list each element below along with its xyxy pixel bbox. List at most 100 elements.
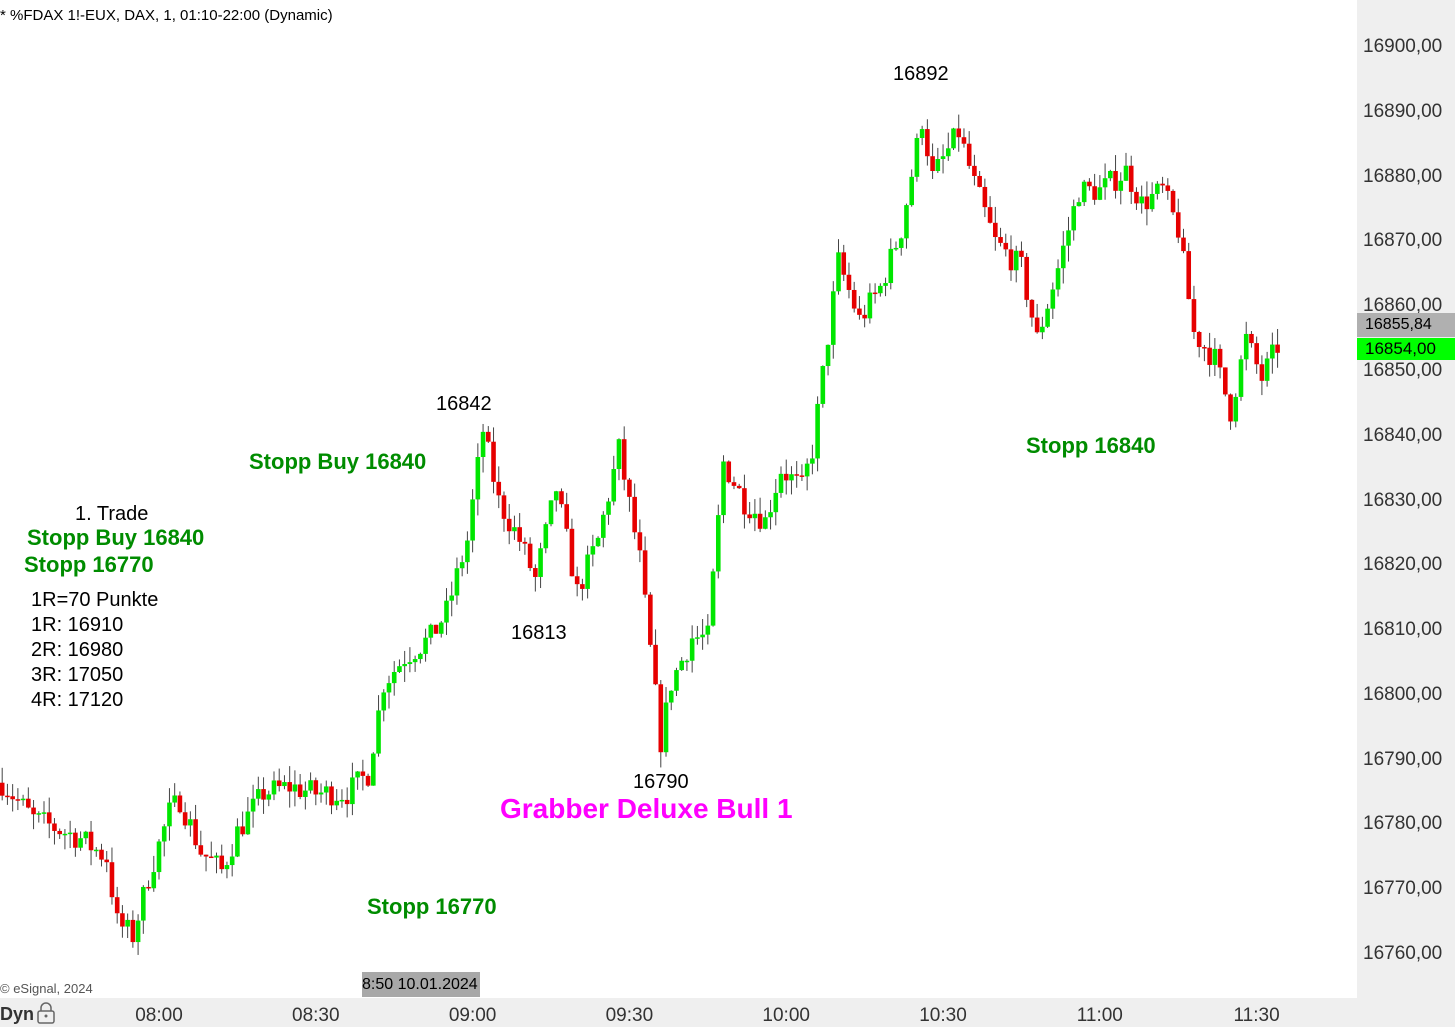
candle-body bbox=[323, 786, 329, 793]
candle-body bbox=[972, 165, 977, 176]
candle-body bbox=[956, 128, 962, 138]
candle-body bbox=[522, 541, 528, 544]
lock-icon[interactable] bbox=[36, 1002, 56, 1024]
r-line: 3R: 17050 bbox=[31, 664, 124, 686]
candle-body bbox=[318, 792, 324, 795]
candle-body bbox=[966, 143, 972, 166]
candle-body bbox=[1175, 212, 1181, 238]
candle-body bbox=[794, 474, 799, 476]
x-tick-label: 11:30 bbox=[1233, 1005, 1280, 1026]
y-tick-label: 16760,00 bbox=[1363, 943, 1443, 965]
candle-body bbox=[1275, 344, 1280, 353]
label-high-16892: 16892 bbox=[893, 63, 949, 85]
candle-body bbox=[731, 482, 737, 486]
candle-body bbox=[1102, 178, 1108, 188]
candle-body bbox=[130, 919, 136, 943]
candle-body bbox=[67, 832, 73, 835]
candle-body bbox=[1060, 245, 1066, 269]
stopp-right-label: Stopp 16840 bbox=[1026, 433, 1156, 458]
candle-body bbox=[480, 431, 486, 458]
candle-body bbox=[365, 775, 371, 786]
candle-body bbox=[93, 849, 99, 852]
time-axis[interactable]: 08:00 08:30 09:00 09:30 10:00 10:30 11:00 11:30… bbox=[0, 998, 1357, 1027]
candle-body bbox=[214, 855, 219, 858]
candle-body bbox=[1212, 348, 1218, 365]
candle-body bbox=[62, 833, 68, 836]
candle-body bbox=[935, 158, 941, 171]
candle-body bbox=[1207, 347, 1212, 365]
candle-body bbox=[52, 823, 57, 831]
candle-body bbox=[83, 831, 89, 839]
candle-body bbox=[1264, 358, 1270, 381]
stopp-bottom-label: Stopp 16770 bbox=[367, 894, 497, 919]
candle-body bbox=[904, 205, 909, 239]
candle-body bbox=[679, 660, 684, 671]
y-tick-label: 16900,00 bbox=[1363, 36, 1443, 57]
candle-body bbox=[1029, 299, 1035, 318]
candle-body bbox=[198, 845, 204, 855]
candlestick-series bbox=[0, 114, 1280, 955]
chart-plot-area[interactable]: * %FDAX 1!-EUX, DAX, 1, 01:10-22:00 (Dyn… bbox=[0, 0, 1357, 998]
price-axis[interactable]: 16900,00 16890,00 16880,00 16870,00 16860,00… bbox=[1357, 0, 1455, 1027]
candle-body bbox=[580, 584, 585, 589]
candle-body bbox=[517, 527, 522, 542]
candle-body bbox=[1034, 317, 1040, 333]
candle-body bbox=[825, 344, 831, 367]
candle-body bbox=[287, 782, 292, 792]
candle-body bbox=[339, 799, 345, 802]
candle-body bbox=[104, 859, 110, 863]
candle-body bbox=[872, 292, 878, 295]
x-tick-label: 10:00 bbox=[762, 1005, 810, 1026]
candle-body bbox=[621, 439, 627, 480]
candle-body bbox=[57, 830, 62, 835]
candle-body bbox=[763, 517, 768, 529]
candle-body bbox=[512, 527, 517, 532]
candle-body bbox=[1019, 250, 1024, 257]
candle-body bbox=[851, 289, 857, 309]
r-line: 2R: 16980 bbox=[31, 639, 124, 661]
candle-body bbox=[1223, 367, 1228, 395]
r-line: 4R: 17120 bbox=[31, 689, 124, 711]
y-tick-label: 16850,00 bbox=[1363, 359, 1443, 381]
candle-body bbox=[31, 807, 36, 815]
y-tick-label: 16830,00 bbox=[1363, 489, 1443, 511]
candle-body bbox=[653, 644, 658, 685]
candle-body bbox=[350, 777, 355, 805]
candle-body bbox=[1202, 347, 1207, 349]
candle-body bbox=[1144, 196, 1150, 210]
y-tick-label: 16880,00 bbox=[1363, 165, 1443, 187]
candle-body bbox=[120, 913, 125, 927]
candle-body bbox=[585, 554, 590, 589]
candle-body bbox=[475, 457, 481, 500]
candle-body bbox=[715, 515, 721, 572]
candle-body bbox=[1123, 165, 1129, 181]
candle-body bbox=[454, 568, 460, 596]
candle-body bbox=[710, 571, 716, 626]
candle-body bbox=[914, 137, 920, 177]
candle-body bbox=[857, 308, 862, 315]
candle-body bbox=[961, 137, 967, 144]
candle-body bbox=[10, 796, 15, 800]
candle-body bbox=[20, 798, 26, 801]
candle-body bbox=[1071, 206, 1077, 231]
candle-body bbox=[360, 771, 366, 776]
candle-body bbox=[846, 274, 852, 290]
candle-body bbox=[355, 771, 360, 778]
candle-body bbox=[256, 789, 261, 799]
candle-body bbox=[726, 461, 732, 483]
copyright: © eSignal, 2024 bbox=[0, 981, 93, 996]
candle-body bbox=[998, 237, 1003, 243]
candle-body bbox=[1113, 171, 1118, 191]
candle-body bbox=[266, 794, 272, 800]
candle-body bbox=[1228, 394, 1233, 422]
candle-body bbox=[925, 129, 930, 157]
candle-body bbox=[815, 403, 820, 459]
candle-body bbox=[616, 439, 622, 470]
candle-body bbox=[1243, 333, 1249, 360]
y-tick-label: 16770,00 bbox=[1363, 878, 1443, 900]
candle-body bbox=[491, 441, 496, 482]
candle-body bbox=[73, 832, 78, 848]
candle-body bbox=[663, 702, 669, 753]
candle-body bbox=[878, 285, 883, 294]
x-tick-label: 08:30 bbox=[292, 1005, 340, 1026]
